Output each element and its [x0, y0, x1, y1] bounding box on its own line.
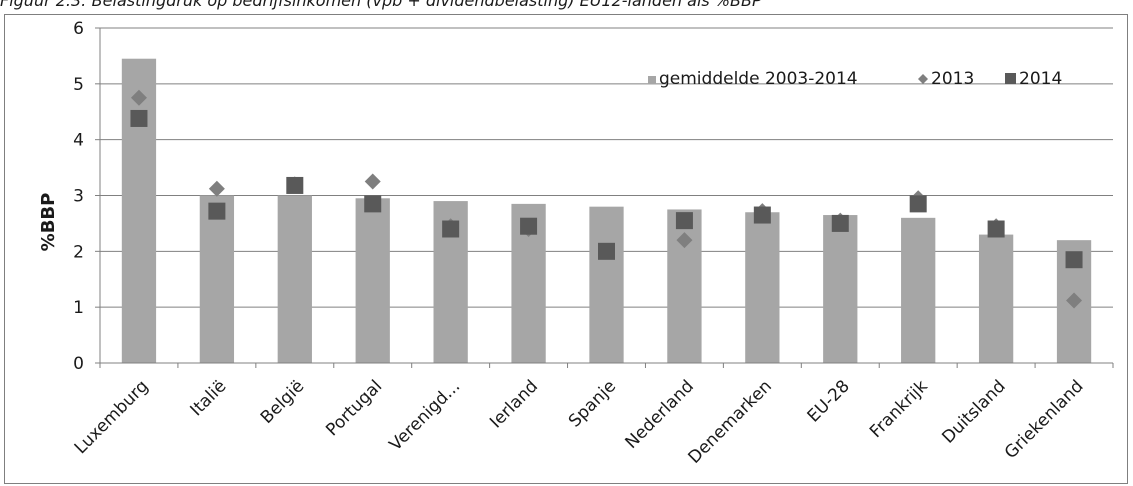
legend-label: 2014	[1019, 69, 1062, 89]
y-tick-label: 0	[73, 354, 84, 374]
marker-2014	[208, 202, 226, 220]
markers	[130, 89, 1083, 309]
bar	[823, 215, 858, 363]
bar	[745, 212, 780, 363]
legend: gemiddelde 2003-2014 2013 2014	[648, 69, 1062, 89]
x-tick-label: Duitsland	[938, 376, 1009, 447]
marker-2013	[130, 89, 147, 106]
marker-2013	[364, 173, 381, 190]
y-tick-label: 4	[73, 131, 84, 151]
y-tick-label: 1	[73, 298, 84, 318]
x-tick-label: Ierland	[486, 376, 542, 432]
marker-2014	[987, 220, 1005, 238]
y-tick-label: 3	[73, 187, 84, 207]
marker-2014	[286, 176, 304, 194]
legend-label: gemiddelde 2003-2014	[659, 69, 858, 89]
bar	[121, 58, 157, 363]
bar	[355, 198, 390, 363]
legend-swatch-bar	[648, 76, 656, 84]
legend-label: 2013	[931, 69, 974, 89]
marker-2014	[831, 214, 849, 232]
marker-2013	[208, 180, 225, 197]
x-tick-label: Nederland	[622, 376, 698, 452]
marker-2014	[520, 217, 538, 235]
x-tick-label: Verenigd...	[386, 376, 465, 455]
bar	[901, 217, 936, 363]
x-tick-label: Italië	[187, 376, 231, 420]
marker-2013	[676, 232, 693, 249]
y-tick-label: 2	[73, 242, 84, 262]
chart-frame	[4, 14, 1128, 484]
x-tick-label: België	[257, 376, 308, 427]
x-tick-label: Griekenland	[1001, 376, 1088, 463]
y-axis-label: %BBP	[38, 193, 59, 252]
y-tick-label: 6	[73, 19, 84, 39]
marker-2014	[598, 242, 615, 260]
marker-2014	[1065, 251, 1083, 269]
y-tick-labels: 0 1 2 3 4 5 6	[73, 19, 84, 374]
bar	[277, 195, 312, 363]
marker-2014	[753, 206, 771, 224]
axes	[95, 27, 1114, 368]
x-tick-label: Denemarken	[684, 376, 775, 467]
bar	[589, 206, 624, 363]
legend-swatch-diamond	[918, 74, 928, 84]
figure-caption: Figuur 2.3: Belastingdruk op bedrijfsink…	[0, 0, 762, 10]
marker-2014	[130, 109, 148, 127]
marker-2013	[1066, 292, 1083, 309]
x-tick-label: Frankrijk	[866, 376, 932, 442]
bar	[199, 195, 235, 363]
marker-2014	[675, 212, 693, 230]
bar	[978, 234, 1014, 363]
marker-2014	[442, 220, 460, 238]
x-tick-label: EU-28	[804, 376, 854, 426]
x-tick-label: Portugal	[322, 376, 386, 440]
legend-swatch-square	[1005, 73, 1016, 84]
y-tick-label: 5	[73, 75, 84, 95]
x-tick-labels: Luxemburg Italië België Portugal Verenigd...…	[71, 376, 1088, 467]
marker-2014	[364, 195, 382, 213]
x-tick-label: Spanje	[565, 376, 620, 431]
bars	[121, 58, 1092, 363]
marker-2014	[909, 195, 927, 213]
x-tick-label: Luxemburg	[71, 376, 153, 458]
